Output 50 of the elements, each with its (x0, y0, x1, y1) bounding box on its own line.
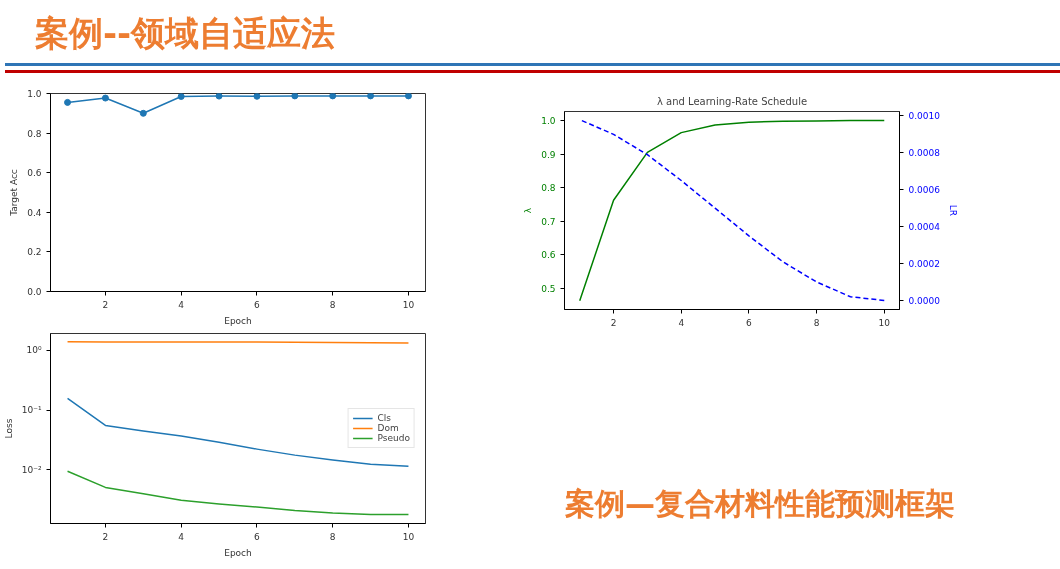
y-tick-label: 0.8 (541, 183, 556, 194)
y-tick-label: 10⁰ (26, 345, 42, 356)
y-axis-title: Loss (3, 418, 14, 439)
x-tick-label: 8 (329, 531, 336, 542)
x-tick-label: 4 (678, 317, 685, 328)
text: 案例—复合材料性能预测框架 (564, 485, 955, 523)
y-tick-label: 0.5 (541, 283, 556, 294)
y-tick-label: 10⁻² (21, 464, 42, 475)
x-tick-label: 8 (813, 317, 820, 328)
y-tick-label: 0.6 (27, 168, 42, 179)
y-axis-title: λ (523, 207, 534, 214)
x-tick-label: 2 (610, 317, 617, 328)
chart-title: λ and Learning-Rate Schedule (656, 95, 808, 107)
text: 案例--领域自适应法 (34, 12, 337, 55)
y-tick-label: 1.0 (27, 89, 42, 99)
y-tick-label: 0.8 (27, 128, 42, 139)
x-tick-label: 4 (178, 531, 185, 542)
legend-label: Cls (377, 413, 393, 423)
y-tick-label: 0.0 (27, 287, 42, 297)
y-tick-label: 10⁻¹ (21, 405, 42, 416)
y2-tick-label: 0.0006 (908, 185, 941, 196)
x-tick-label: 2 (102, 531, 109, 542)
y2-tick-label: 0.0004 (908, 222, 941, 233)
y-tick-label: 0.9 (541, 149, 556, 160)
y2-axis-title: LR (947, 204, 958, 217)
line-series (66, 470, 410, 516)
y2-tick-label: 0.0008 (908, 148, 941, 159)
x-tick-label: 6 (254, 531, 261, 542)
y-tick-label: 0.6 (541, 250, 556, 261)
y-tick-label: 1.0 (541, 116, 556, 127)
legend-label: Pseudo (377, 433, 410, 443)
x-tick-label: 8 (329, 299, 336, 310)
x-tick-label: 6 (254, 299, 261, 310)
y-tick-label: 0.4 (27, 207, 42, 218)
x-tick-label: 6 (746, 317, 753, 328)
y2-tick-label: 0.0000 (908, 295, 941, 306)
y2-tick-label: 0.0002 (908, 259, 940, 270)
x-axis-title: Epoch (224, 547, 252, 558)
x-tick-label: 10 (402, 299, 415, 310)
y2-tick-label: 0.0010 (908, 111, 941, 122)
legend-label: Dom (377, 423, 399, 433)
line-series (66, 397, 410, 468)
x-tick-label: 10 (878, 317, 891, 328)
x-axis-title: Epoch (224, 315, 252, 326)
x-tick-label: 4 (178, 299, 185, 310)
y-axis-title: Target Acc (9, 169, 20, 217)
y-tick-label: 0.7 (541, 216, 556, 227)
x-tick-label: 10 (402, 531, 415, 542)
x-tick-label: 2 (102, 299, 109, 310)
y-tick-label: 0.2 (27, 247, 42, 258)
